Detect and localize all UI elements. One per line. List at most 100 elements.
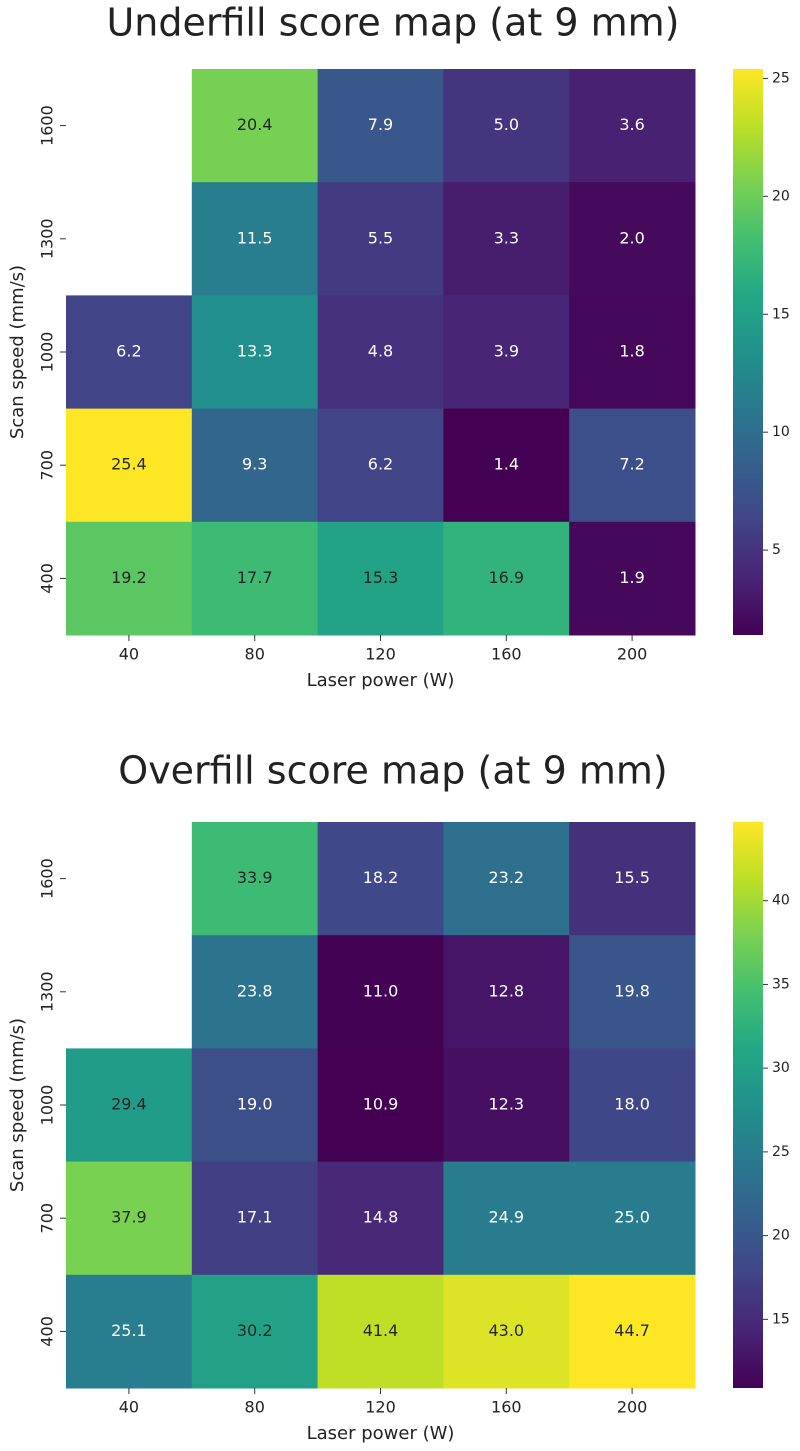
colorbar-tick-label: 25 [772,70,790,86]
y-axis-label: Scan speed (mm/s) [7,1018,28,1192]
cell-label: 25.4 [111,455,147,474]
heatmap-cell [443,408,570,523]
colorbar-tick-label: 5 [772,542,781,558]
heatmap-cell [66,1274,193,1389]
heatmap-cell [191,69,319,183]
cell-label: 11.0 [363,981,399,1000]
cell-label: 15.5 [614,868,650,887]
cell-label: 14.8 [363,1208,399,1227]
cell-label: 44.7 [614,1321,650,1340]
heatmap-cell [443,935,570,1049]
x-tick-label: 200 [617,1398,648,1417]
heatmap-cell [317,182,444,296]
cell-label: 24.9 [488,1208,524,1227]
heatmap-cell [317,521,444,636]
heatmap-cell [191,1274,319,1389]
heatmap-cell [317,1274,444,1389]
heatmap-cell [569,935,696,1049]
cell-label: 30.2 [237,1321,273,1340]
cell-label: 18.0 [614,1095,650,1114]
cell-label: 23.2 [488,868,524,887]
cell-label: 9.3 [242,455,267,474]
heatmap-cell [317,69,444,183]
cell-label: 12.3 [488,1095,524,1114]
cell-label: 17.1 [237,1208,273,1227]
heatmap-cell [569,1274,696,1389]
heatmap-cell [66,521,193,636]
heatmap-cell [443,822,570,936]
heatmap-cell [317,1048,444,1163]
chart-title: Underfill score map (at 9 mm) [106,1,679,45]
cell-label: 12.8 [488,981,524,1000]
heatmap-cell [317,822,444,936]
heatmap-cell [66,408,193,523]
cell-label: 7.2 [619,455,644,474]
y-tick-label: 1600 [38,105,57,146]
colorbar-tick-label: 20 [772,1228,790,1244]
heatmap-cell [317,935,444,1049]
heatmap-cell [317,408,444,523]
heatmap-cell [443,1161,570,1276]
colorbar-tick-label: 35 [772,976,790,992]
heatmap-cell [191,182,319,296]
cell-label: 3.9 [494,342,519,361]
colorbar-tick-label: 30 [772,1060,790,1076]
cell-label: 18.2 [363,868,399,887]
heatmap-cell [443,1048,570,1163]
x-tick-label: 120 [365,645,396,664]
colorbar-tick-label: 25 [772,1144,790,1160]
x-tick-label: 80 [245,645,265,664]
colorbar-tick-label: 10 [772,424,790,440]
cell-label: 3.3 [494,228,519,247]
colorbar-tick-label: 15 [772,306,790,322]
cell-label: 3.6 [619,115,644,134]
y-tick-label: 1300 [38,971,57,1012]
cell-label: 25.1 [111,1321,147,1340]
y-tick-label: 1000 [38,332,57,373]
y-tick-label: 400 [38,1316,57,1347]
cell-label: 25.0 [614,1208,650,1227]
y-axis-label: Scan speed (mm/s) [7,265,28,439]
heatmap-cell [443,521,570,636]
cell-label: 11.5 [237,228,273,247]
x-tick-label: 120 [365,1398,396,1417]
x-tick-label: 40 [119,1398,139,1417]
x-tick-label: 200 [617,645,648,664]
heatmap-cell [443,69,570,183]
cell-label: 19.2 [111,568,147,587]
y-tick-label: 1600 [38,858,57,899]
heatmap-cell [66,1161,193,1276]
x-tick-label: 80 [245,1398,265,1417]
heatmap-cell [191,408,319,523]
cell-label: 2.0 [619,228,644,247]
chart-title: Overfill score map (at 9 mm) [118,749,667,793]
colorbar [733,69,763,635]
cell-label: 20.4 [237,115,273,134]
heatmap-cell [191,822,319,936]
y-tick-label: 400 [38,563,57,594]
heatmap-cell [569,822,696,936]
cell-label: 5.0 [494,115,519,134]
colorbar-tick-label: 15 [772,1311,790,1327]
heatmap-cell [569,182,696,296]
y-tick-label: 1000 [38,1085,57,1126]
colorbar-tick-label: 20 [772,188,790,204]
heatmap-cell [66,295,193,410]
cell-label: 15.3 [363,568,399,587]
cell-label: 16.9 [488,568,524,587]
y-tick-label: 1300 [38,218,57,259]
cell-label: 29.4 [111,1095,147,1114]
heatmap-cell [569,1048,696,1163]
cell-label: 6.2 [116,342,141,361]
cell-label: 7.9 [368,115,393,134]
cell-label: 6.2 [368,455,393,474]
heatmap-cell [191,935,319,1049]
heatmap-cell [191,1048,319,1163]
heatmap-cell [569,1161,696,1276]
heatmap-cell [191,1161,319,1276]
heatmap-cell [66,1048,193,1163]
heatmap-cell [443,182,570,296]
cell-label: 13.3 [237,342,273,361]
x-tick-label: 40 [119,645,139,664]
